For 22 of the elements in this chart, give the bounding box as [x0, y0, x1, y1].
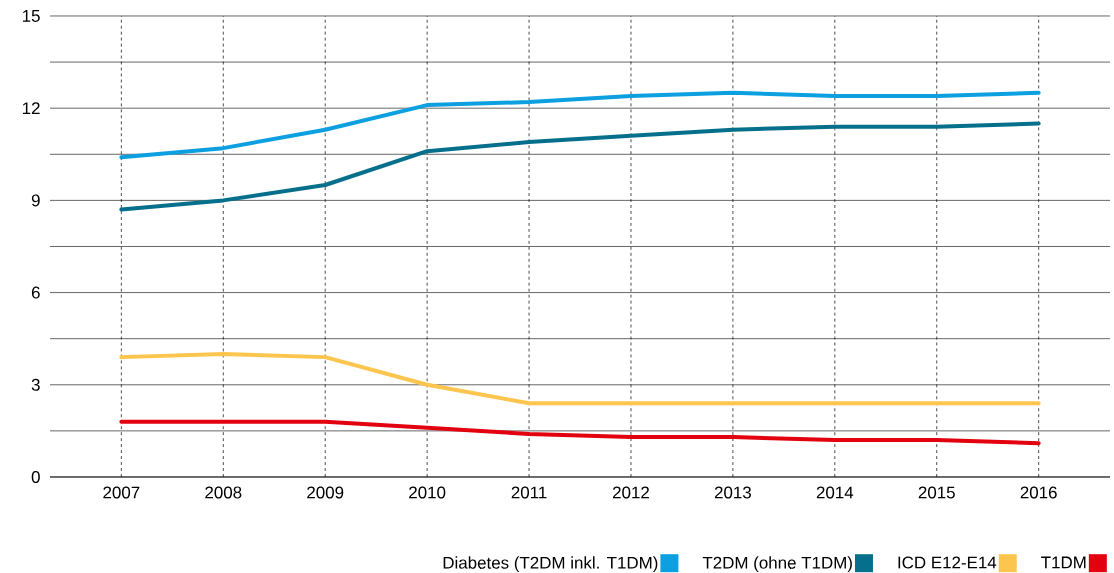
- y-tick-label: 9: [31, 194, 40, 207]
- x-tick-label: 2013: [714, 486, 751, 499]
- line-series: [119, 90, 1041, 160]
- x-tick-label: 2010: [409, 486, 446, 499]
- y-tick-label: 15: [22, 10, 40, 22]
- y-tick-label: 0: [31, 470, 40, 483]
- x-tick-label: 2007: [103, 486, 140, 499]
- y-tick-label: 12: [22, 102, 40, 115]
- x-tick-label: 2012: [613, 486, 649, 499]
- x-tick-label: 2011: [511, 486, 547, 499]
- x-tick-label: 2014: [816, 486, 854, 499]
- legend-label: ICD E12-E14: [898, 556, 997, 569]
- x-tick-label: 2009: [307, 486, 344, 499]
- y-tick-label: 3: [31, 378, 40, 391]
- line-series: [119, 121, 1041, 212]
- x-tick-label: 2015: [918, 486, 955, 499]
- y-tick-label: 6: [31, 286, 40, 299]
- x-tick-label: 2008: [205, 486, 242, 499]
- legend-label: T2DM (ohne T1DM): [702, 556, 852, 573]
- legend-label: T1DM: [1041, 556, 1086, 569]
- x-tick-label: 2016: [1020, 486, 1057, 499]
- legend-label: Diabetes (T2DM inkl. T1DM): [443, 556, 658, 573]
